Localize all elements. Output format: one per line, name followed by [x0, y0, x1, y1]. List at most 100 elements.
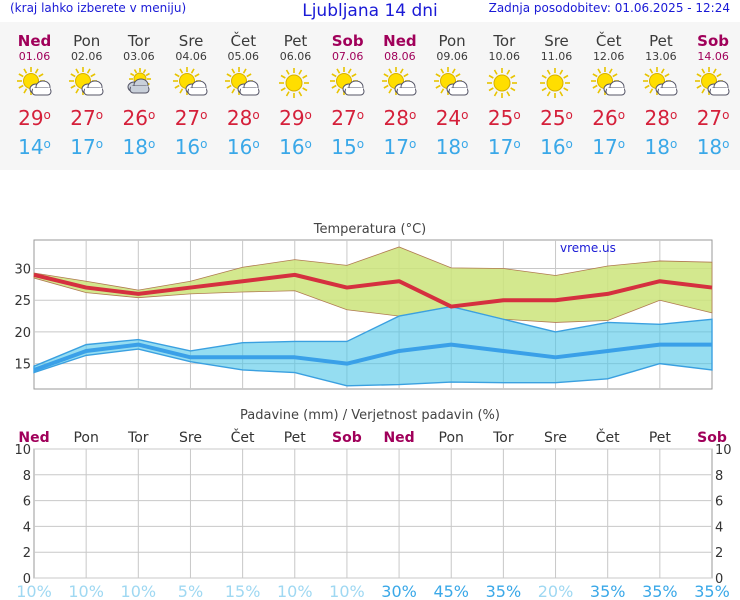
max-temperature: 25o: [540, 106, 573, 130]
precipitation-y-tick-right: 4: [715, 520, 723, 535]
precipitation-probability-label: 35%: [486, 582, 522, 600]
precipitation-y-tick-left: 2: [23, 546, 31, 561]
min-temperature: 17o: [592, 135, 626, 159]
min-temperature: 18o: [644, 135, 678, 159]
max-temperature: 27o: [696, 106, 730, 130]
min-temperature: 18o: [122, 135, 156, 159]
min-temperature: 18o: [435, 135, 469, 159]
max-temperature: 27o: [331, 106, 365, 130]
day-date: 08.06: [384, 50, 416, 63]
min-temperature: 16o: [540, 135, 573, 159]
min-temperature: 14o: [18, 135, 51, 159]
precipitation-day-label: Tor: [492, 430, 514, 446]
min-temperature-range-band: [33, 305, 713, 387]
precipitation-probability-label: 35%: [642, 582, 678, 600]
sun-cloud-icon: [687, 67, 739, 103]
day-name: Pet: [283, 32, 308, 50]
min-temperature: 18o: [696, 135, 730, 159]
precipitation-probability-label: 15%: [225, 582, 261, 600]
precipitation-probability-label: 10%: [68, 582, 104, 600]
max-temperature: 26o: [122, 106, 156, 130]
precipitation-probability-label: 10%: [16, 582, 52, 600]
day-date: 05.06: [227, 50, 260, 63]
header-bar: (kraj lahko izberete v meniju) Ljubljana…: [0, 0, 740, 22]
day-date: 01.06: [18, 50, 51, 63]
day-name: Čet: [230, 32, 257, 50]
day-name: Sre: [178, 32, 204, 50]
temperature-chart-title: Temperatura (°C): [313, 222, 426, 237]
day-date: 14.06: [697, 50, 729, 63]
day-date: 13.06: [645, 50, 677, 63]
forecast-day: Pon 09.06 24o 18o: [426, 22, 478, 159]
forecast-day: Pet 06.06 29o 16o: [270, 22, 322, 159]
day-date: 02.06: [70, 50, 103, 63]
min-temperature-line: [33, 342, 712, 372]
max-temperature-line: [33, 272, 713, 309]
sun-cloud-icon: [635, 67, 687, 103]
precipitation-y-tick-left: 6: [23, 495, 31, 510]
precipitation-y-tick-left: 8: [23, 469, 31, 484]
forecast-day: Pet 13.06 28o 18o: [635, 22, 687, 159]
precipitation-probability-label: 35%: [590, 582, 626, 600]
precipitation-probability-label: 45%: [433, 582, 469, 600]
temperature-y-tick: 30: [14, 263, 31, 278]
precipitation-probability-label: 10%: [121, 582, 157, 600]
min-temperature: 15o: [331, 135, 365, 159]
max-temperature: 29o: [279, 106, 312, 130]
max-temperature: 28o: [383, 106, 417, 130]
temperature-y-tick: 25: [14, 294, 31, 309]
precipitation-y-tick-left: 4: [23, 520, 31, 535]
precipitation-probability-label: 10%: [329, 582, 365, 600]
forecast-day: Čet 12.06 26o 17o: [583, 22, 635, 159]
precipitation-probability-label: 20%: [538, 582, 574, 600]
location-hint: (kraj lahko izberete v meniju): [10, 1, 187, 15]
precipitation-day-label: Čet: [231, 428, 255, 446]
precipitation-day-label: Pet: [284, 430, 307, 446]
precipitation-day-label: Ned: [383, 430, 414, 446]
cloud-sun-icon: [113, 67, 165, 103]
sun-cloud-icon: [322, 67, 374, 103]
forecast-day: Tor 03.06 26o 18o: [113, 22, 165, 160]
precipitation-chart-title: Padavine (mm) / Verjetnost padavin (%): [240, 408, 500, 423]
day-name: Ned: [383, 32, 417, 50]
page-title: Ljubljana 14 dni: [302, 1, 438, 21]
precipitation-probability-label: 30%: [381, 582, 417, 600]
max-temperature: 28o: [644, 106, 678, 130]
day-date: 12.06: [592, 50, 625, 63]
forecast-day: Sob 14.06 27o 18o: [687, 22, 739, 159]
precipitation-day-label: Ned: [18, 430, 49, 446]
precipitation-y-tick-left: 10: [14, 443, 31, 458]
forecast-day: Sre 11.06 25o 16o: [531, 22, 583, 159]
forecast-day: Tor 10.06 25o 17o: [478, 22, 530, 159]
day-date: 07.06: [331, 50, 364, 63]
precipitation-y-tick-right: 0: [715, 572, 723, 587]
day-name: Pon: [73, 32, 101, 50]
max-temperature: 26o: [592, 106, 626, 130]
day-date: 09.06: [436, 50, 468, 63]
precipitation-plot-area: [33, 448, 713, 579]
day-date: 10.06: [488, 50, 521, 63]
forecast-day: Čet 05.06 28o 16o: [217, 22, 269, 159]
day-name: Tor: [127, 32, 150, 50]
precipitation-day-label: Pon: [73, 430, 98, 446]
precipitation-y-tick-right: 8: [715, 469, 723, 484]
precipitation-day-label: Tor: [127, 430, 149, 446]
sun-icon: [531, 67, 583, 103]
precipitation-day-label: Pet: [649, 430, 672, 446]
sun-cloud-icon: [583, 67, 635, 103]
day-name: Tor: [493, 32, 516, 50]
max-temperature: 27o: [70, 106, 104, 130]
precipitation-day-label: Sre: [179, 430, 202, 446]
precipitation-day-label: Sob: [332, 430, 362, 446]
day-name: Čet: [595, 32, 622, 50]
precipitation-probability-label: 35%: [694, 582, 730, 600]
day-name: Sob: [331, 32, 364, 50]
daily-forecast: Ned 01.06 29o 14o Pon 02.06 27o 17o Tor 03.06 26o 1…: [0, 22, 740, 170]
forecast-day: Sre 04.06 27o 16o: [165, 22, 217, 159]
max-temperature: 24o: [435, 106, 469, 130]
precipitation-probability-label: 5%: [178, 582, 203, 600]
forecast-day: Ned 08.06 28o 17o: [374, 22, 426, 159]
max-temperature: 29o: [18, 106, 51, 130]
sun-cloud-icon: [61, 67, 113, 103]
